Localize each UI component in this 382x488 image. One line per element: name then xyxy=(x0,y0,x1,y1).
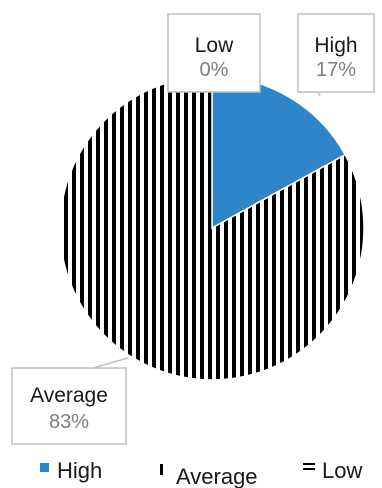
legend-swatch-high xyxy=(40,463,49,472)
pie-slices xyxy=(59,75,365,381)
legend-label-average: Average xyxy=(176,464,258,488)
legend-swatch-average xyxy=(160,464,163,475)
data-label-average: Average 83% xyxy=(11,367,127,445)
legend: High Average Low xyxy=(40,458,362,488)
leader-line-average xyxy=(93,357,129,369)
data-label-high: High 17% xyxy=(297,13,375,93)
data-label-average-box xyxy=(11,367,127,445)
data-label-average-value: 83% xyxy=(49,411,89,433)
data-label-low-box xyxy=(167,13,261,93)
pie-slice-average xyxy=(59,75,365,381)
legend-label-high: High xyxy=(57,458,102,483)
data-label-average-name: Average xyxy=(30,384,108,407)
legend-swatch-low xyxy=(303,463,315,470)
data-label-low-value: 0% xyxy=(200,59,229,81)
data-label-high-box xyxy=(297,13,375,93)
data-label-high-name: High xyxy=(314,34,357,57)
data-label-high-value: 17% xyxy=(316,59,356,81)
data-label-low: Low 0% xyxy=(167,13,261,93)
legend-label-low: Low xyxy=(322,458,362,483)
data-label-low-name: Low xyxy=(195,34,234,57)
